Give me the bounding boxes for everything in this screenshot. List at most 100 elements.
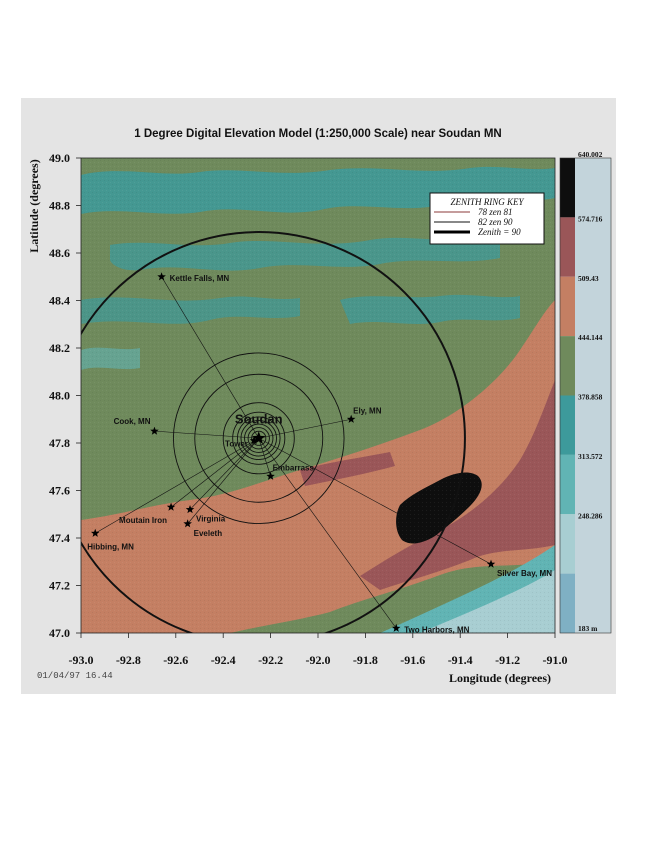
timestamp: 01/04/97 16.44 — [37, 671, 113, 681]
site-star-icon — [346, 414, 356, 423]
colorbar-band — [560, 217, 575, 277]
y-tick-label: 47.2 — [49, 579, 70, 593]
site-star-icon — [391, 623, 401, 632]
site-connector — [154, 430, 259, 439]
site-star-icon — [183, 519, 192, 528]
key-title: ZENITH RING KEY — [450, 197, 524, 207]
colorbar-band — [560, 573, 575, 633]
key-box — [429, 192, 545, 245]
y-tick-label: 47.4 — [49, 531, 70, 545]
colorbar-band — [560, 336, 575, 396]
zenith-ring — [247, 427, 270, 450]
y-axis: 47.0 47.2 47.4 47.6 47.8 48.0 48.2 48.4 48.6 48.8… — [49, 151, 81, 640]
site-connector — [161, 276, 260, 439]
center-marker: Soudan — [235, 411, 283, 444]
colorbar-label: 509.43 — [578, 274, 599, 283]
x-tick-label: -93.0 — [69, 653, 94, 667]
zenith-ring — [232, 411, 286, 465]
zenith-ring — [81, 231, 466, 633]
y-axis-label: Latitude (degrees) — [27, 159, 41, 252]
site-label: Silver Bay, MN — [497, 569, 552, 578]
zenith-ring — [194, 373, 324, 503]
colorbar-label: 313.572 — [578, 452, 603, 461]
zenith-ring — [244, 423, 274, 453]
colorbar-band — [560, 276, 575, 337]
colorbar-label-strip — [575, 158, 611, 633]
site-connector — [258, 438, 397, 629]
zenith-ring — [251, 430, 267, 446]
site-label: Ely, MN — [353, 406, 382, 415]
zenith-ring — [222, 402, 295, 475]
site-label: Virginia — [196, 515, 226, 524]
colorbar-label: 378.858 — [578, 393, 603, 402]
site-connector — [258, 438, 271, 477]
site-star-icon — [166, 502, 176, 511]
y-tick-label: 48.6 — [49, 246, 70, 260]
x-tick-label: -92.8 — [116, 653, 141, 667]
site-star-icon — [266, 471, 275, 480]
colorbar-band — [560, 395, 575, 455]
zenith-ring — [240, 420, 277, 457]
colorbar-band — [560, 514, 575, 574]
site-markers: Kettle Falls, MN Cook, MN Ely, MN Tower Emba… — [87, 272, 552, 634]
y-tick-label: 48.4 — [49, 294, 70, 308]
zenith-ring — [236, 416, 281, 461]
colorbar-label: 640.002 — [578, 150, 603, 159]
x-tick-label: -91.6 — [400, 653, 425, 667]
site-connector — [258, 437, 492, 565]
zenith-ring — [172, 352, 345, 525]
colorbar: 640.002 574.716 509.43 444.144 378.858 313.57… — [559, 150, 612, 634]
y-tick-label: 47.6 — [49, 484, 70, 498]
site-star-icon — [150, 426, 159, 435]
x-axis: -93.0 -92.8 -92.6 -92.4 -92.2 -92.0 -91.8 -91.6… — [69, 633, 568, 667]
site-label: Two Harbors, MN — [404, 625, 469, 634]
center-star-icon — [252, 431, 266, 444]
x-axis-label: Longitude (degrees) — [449, 671, 551, 685]
key-label: Zenith = 90 — [478, 227, 521, 237]
zenith-rings — [81, 231, 466, 633]
site-label: Embarrass — [273, 463, 315, 472]
site-star-icon — [90, 528, 100, 537]
site-star-icon — [157, 272, 166, 281]
y-tick-label: 49.0 — [49, 151, 70, 165]
colorbar-band — [560, 454, 575, 515]
site-star-icon — [185, 505, 195, 514]
x-tick-label: -91.8 — [353, 653, 378, 667]
y-tick-label: 48.8 — [49, 199, 70, 213]
site-star-icon — [249, 436, 259, 445]
key-label: 82 zen 90 — [478, 217, 513, 227]
site-connector — [258, 418, 352, 439]
site-connector — [187, 438, 259, 524]
site-label: Cook, MN — [114, 417, 151, 426]
x-tick-label: -91.4 — [448, 653, 473, 667]
key-label: 78 zen 81 — [478, 207, 513, 217]
x-tick-label: -92.0 — [306, 653, 331, 667]
colorbar-label: 183 m — [578, 624, 598, 633]
y-tick-label: 48.2 — [49, 341, 70, 355]
site-star-icon — [486, 559, 496, 568]
y-tick-label: 47.8 — [49, 436, 70, 450]
site-connector — [95, 437, 259, 534]
x-tick-label: -91.0 — [543, 653, 568, 667]
site-label: Hibbing, MN — [87, 542, 134, 551]
colorbar-frame — [559, 157, 612, 634]
site-connector — [170, 438, 259, 508]
colorbar-label: 574.716 — [578, 214, 603, 223]
center-label: Soudan — [235, 411, 283, 426]
x-tick-label: -92.6 — [163, 653, 188, 667]
colorbar-band — [560, 158, 575, 218]
site-label: Tower — [225, 440, 248, 449]
x-tick-label: -91.2 — [495, 653, 520, 667]
x-tick-label: -92.2 — [258, 653, 283, 667]
colorbar-label: 444.144 — [578, 333, 603, 342]
chart-title: 1 Degree Digital Elevation Model (1:250,… — [134, 128, 501, 140]
x-tick-label: -92.4 — [211, 653, 236, 667]
y-tick-label: 47.0 — [49, 626, 70, 640]
colorbar-label: 248.286 — [578, 511, 603, 520]
site-label: Kettle Falls, MN — [170, 274, 230, 283]
site-connector — [189, 438, 259, 510]
y-tick-label: 48.0 — [49, 389, 70, 403]
site-label: Eveleth — [194, 529, 223, 538]
